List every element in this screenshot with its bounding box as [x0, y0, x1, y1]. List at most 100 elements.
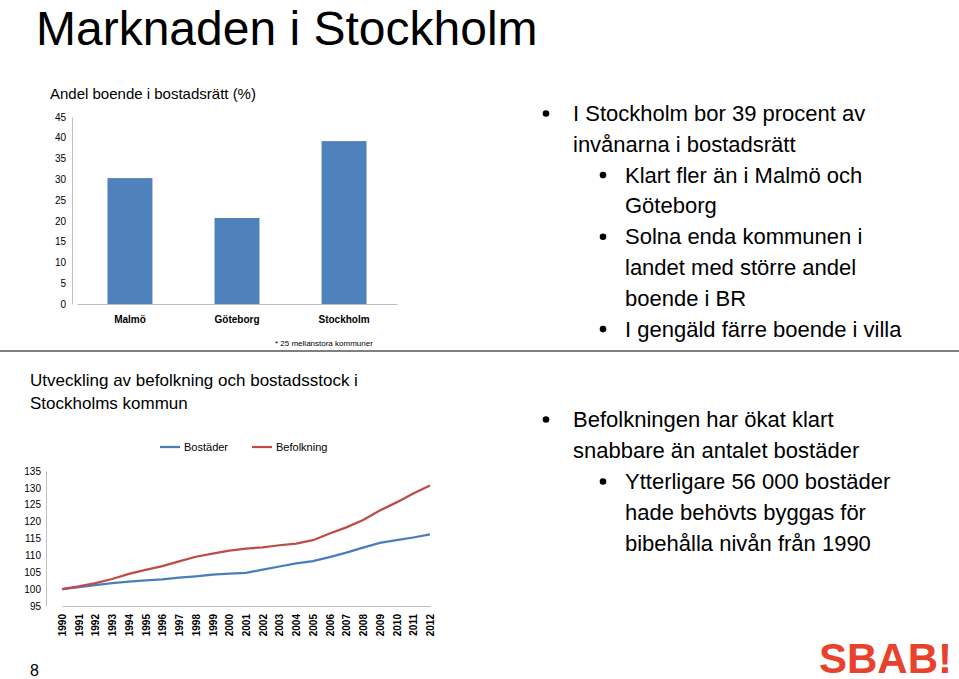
bullet-text: Solna enda kommunen i — [625, 224, 862, 249]
legend-label: Befolkning — [276, 441, 327, 453]
tick-label: 2005 — [308, 614, 319, 637]
tick: 125 — [24, 499, 46, 510]
tick-label: 95 — [30, 601, 42, 612]
tick: 130 — [24, 483, 46, 494]
tick: 2005 — [308, 606, 319, 636]
tick: 30 — [55, 174, 72, 185]
tick: 20 — [55, 216, 72, 227]
bullet-dot — [543, 110, 550, 117]
legend-label: Bostäder — [184, 441, 228, 453]
tick-label: Göteborg — [215, 314, 260, 325]
tick: 1999 — [208, 606, 219, 636]
tick-label: 1992 — [90, 614, 101, 637]
tick-label: 2010 — [392, 614, 403, 637]
bullet-dot — [600, 478, 607, 485]
axis: 051015202530354045 — [55, 112, 73, 310]
tick: 1994 — [124, 606, 135, 636]
bullet-text: I gengäld färre boende i villa — [625, 317, 902, 342]
annotation: * 25 mellanstora kommuner — [275, 339, 373, 348]
bullet-dot — [543, 416, 550, 423]
logo: SBAB! — [819, 635, 952, 679]
tick: 40 — [55, 132, 72, 143]
axis: 95 100 105 110 115 120 125 130 135 — [24, 466, 46, 612]
tick-label: Stockholm — [318, 314, 369, 325]
axis: Malmö Göteborg Stockholm — [78, 304, 398, 325]
tick-label: 25 — [55, 195, 67, 206]
tick-label: 105 — [24, 567, 41, 578]
tick-label: 30 — [55, 174, 67, 185]
page-number: 8 — [30, 662, 39, 679]
bullet-text: hade behövts byggas för — [625, 500, 866, 525]
tick-label: 110 — [25, 550, 41, 561]
bar — [215, 218, 260, 304]
tick: 25 — [55, 195, 72, 206]
legend-swatch — [252, 446, 272, 448]
tick: 100 — [24, 584, 46, 595]
tick: 1993 — [107, 606, 118, 636]
tick-label: 0 — [60, 299, 66, 310]
axis-line — [78, 304, 398, 305]
bullet-text: Göteborg — [625, 193, 717, 218]
tick: 2007 — [341, 606, 352, 636]
bullet-text: Befolkningen har ökat klart — [573, 407, 834, 432]
tick-label: 2012 — [425, 614, 436, 637]
tick: 1992 — [90, 606, 101, 636]
tick-label: 2009 — [375, 614, 386, 637]
tick: 35 — [55, 153, 72, 164]
tick-label: 2007 — [341, 614, 352, 637]
tick-label: 35 — [55, 153, 67, 164]
tick: Malmö — [114, 304, 146, 325]
tick: 2012 — [425, 606, 436, 636]
bullet-text: I Stockholm bor 39 procent av — [573, 101, 865, 126]
tick: 2008 — [358, 606, 369, 636]
line-series — [62, 534, 430, 589]
legend-swatch — [160, 446, 180, 448]
tick: 0 — [60, 299, 72, 310]
plot-area — [108, 141, 367, 304]
tick-label: 2003 — [274, 614, 285, 637]
tick-label: 10 — [55, 257, 67, 268]
legend-item: Befolkning — [252, 441, 327, 453]
tick-label: 40 — [55, 132, 67, 143]
tick: 1991 — [74, 606, 85, 636]
tick-label: 2000 — [224, 614, 235, 637]
tick-label: 1996 — [157, 614, 168, 637]
tick-label: 1998 — [191, 614, 202, 637]
tick-label: 2008 — [358, 614, 369, 637]
tick: 135 — [24, 466, 46, 477]
tick: 1998 — [191, 606, 202, 636]
bullet-text: invånarna i bostadsrätt — [573, 132, 796, 157]
tick: 2004 — [291, 606, 302, 636]
tick-label: 5 — [60, 278, 66, 289]
bullet-text: bibehålla nivån från 1990 — [625, 531, 871, 556]
tick-label: 1994 — [124, 614, 135, 637]
tick: 1996 — [157, 606, 168, 636]
separator — [0, 351, 959, 352]
slide-title: Marknaden i Stockholm — [36, 2, 538, 55]
tick-label: 2002 — [258, 614, 269, 637]
tick: Göteborg — [215, 304, 260, 325]
slide: Marknaden i Stockholm Andel boende i bost… — [0, 0, 959, 679]
bullet-text: landet med större andel — [625, 255, 856, 280]
tick: 2010 — [392, 606, 403, 636]
bullet-list: I Stockholm bor 39 procent av invånarna i… — [543, 101, 902, 342]
tick: 10 — [55, 257, 72, 268]
axis: 1990199119921993199419951996199719981999… — [57, 606, 436, 636]
chart-title: Andel boende i bostadsrätt (%) — [50, 85, 256, 102]
line-series — [62, 486, 430, 590]
tick-label: 2011 — [408, 614, 419, 636]
tick-label: 130 — [24, 483, 41, 494]
tick-label: 100 — [24, 584, 41, 595]
axis-line — [72, 118, 73, 305]
tick: 115 — [25, 533, 46, 544]
tick-label: 2001 — [241, 614, 252, 637]
plot-area — [62, 486, 430, 590]
tick-label: 20 — [55, 216, 67, 227]
tick-label: 120 — [24, 516, 41, 527]
tick: 1990 — [57, 606, 68, 636]
bullet-text: boende i BR — [625, 286, 746, 311]
tick: 2001 — [241, 606, 252, 636]
tick: 2006 — [325, 606, 336, 636]
bullet-dot — [600, 326, 607, 333]
tick-label: 45 — [55, 112, 67, 123]
